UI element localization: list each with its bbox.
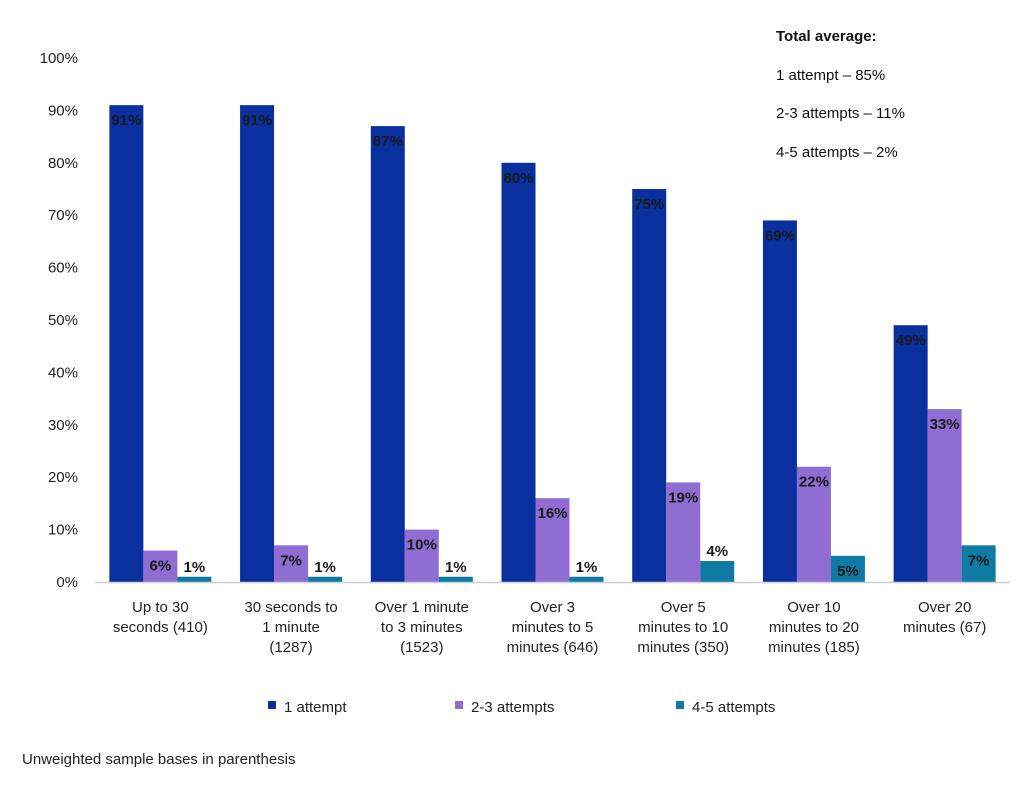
bar [438, 576, 473, 582]
x-tick-label: minutes (185) [768, 639, 860, 656]
x-tick-label: Over 20 [918, 599, 971, 616]
x-tick-label: (1523) [400, 639, 443, 656]
y-tick-label: 40% [48, 364, 78, 381]
legend-swatch [676, 701, 684, 709]
x-tick-label: minutes (350) [637, 639, 729, 656]
bar [308, 576, 343, 582]
bar [109, 105, 144, 582]
y-tick-label: 30% [48, 417, 78, 434]
x-tick-label: Over 3 [530, 599, 575, 616]
data-label: 22% [799, 474, 829, 491]
annotation-line: 1 attempt – 85% [776, 67, 886, 84]
y-tick-label: 90% [48, 102, 78, 119]
x-tick-label: Over 5 [661, 599, 706, 616]
bar [700, 561, 735, 582]
annotation-line: 2-3 attempts – 11% [776, 105, 905, 122]
data-label: 1% [445, 559, 467, 576]
x-tick-label: minutes (67) [903, 619, 986, 636]
bar [893, 325, 928, 582]
data-label: 1% [184, 559, 206, 576]
data-label: 33% [930, 416, 960, 433]
legend-swatch [455, 701, 463, 709]
y-tick-label: 10% [48, 522, 78, 539]
x-tick-label: Over 1 minute [375, 599, 469, 616]
x-tick-label: (1287) [269, 639, 312, 656]
bar [240, 105, 275, 582]
bar [404, 529, 439, 582]
data-label: 19% [668, 489, 698, 506]
x-tick-label: 30 seconds to [244, 599, 337, 616]
bar [762, 220, 797, 582]
y-tick-label: 60% [48, 260, 78, 277]
data-label: 7% [280, 552, 302, 569]
bar [274, 545, 309, 582]
x-tick-label: minutes to 10 [638, 619, 728, 636]
bar [143, 550, 178, 582]
x-tick-label: Up to 30 [132, 599, 189, 616]
data-label: 7% [968, 552, 990, 569]
data-label: 49% [896, 332, 926, 349]
data-label: 1% [314, 559, 336, 576]
data-label: 80% [503, 170, 533, 187]
bar [796, 466, 831, 582]
bar [569, 576, 604, 582]
legend-swatch [268, 701, 276, 709]
x-tick-label: minutes (646) [507, 639, 599, 656]
x-tick-label: Over 10 [787, 599, 840, 616]
x-tick-label: to 3 minutes [381, 619, 463, 636]
x-tick-label: 1 minute [262, 619, 320, 636]
y-tick-label: 100% [40, 50, 78, 67]
x-tick-label: seconds (410) [113, 619, 208, 636]
legend-label: 4-5 attempts [692, 699, 775, 716]
data-label: 10% [407, 537, 437, 554]
data-label: 69% [765, 227, 795, 244]
bar [370, 126, 405, 583]
data-label: 16% [537, 505, 567, 522]
bar [501, 162, 536, 583]
annotation-title: Total average: [776, 28, 877, 45]
bar [177, 576, 212, 582]
bar [830, 555, 865, 582]
bar [666, 482, 701, 582]
data-label: 6% [150, 558, 172, 575]
data-label: 91% [111, 112, 141, 129]
y-tick-label: 0% [56, 574, 78, 591]
legend-label: 1 attempt [284, 699, 347, 716]
data-label: 75% [634, 196, 664, 213]
bar [961, 545, 996, 582]
data-label: 4% [706, 543, 728, 560]
y-tick-label: 50% [48, 312, 78, 329]
x-tick-label: minutes to 5 [512, 619, 594, 636]
legend-label: 2-3 attempts [471, 699, 554, 716]
bar [535, 498, 570, 582]
data-label: 87% [373, 133, 403, 150]
annotation-line: 4-5 attempts – 2% [776, 144, 898, 161]
data-label: 1% [576, 559, 598, 576]
bar [927, 409, 962, 582]
y-tick-label: 70% [48, 207, 78, 224]
y-tick-label: 80% [48, 155, 78, 172]
y-tick-label: 20% [48, 469, 78, 486]
x-tick-label: minutes to 20 [769, 619, 859, 636]
footnote: Unweighted sample bases in parenthesis [22, 751, 296, 768]
data-label: 91% [242, 112, 272, 129]
bar [632, 189, 667, 582]
data-label: 5% [837, 563, 859, 580]
